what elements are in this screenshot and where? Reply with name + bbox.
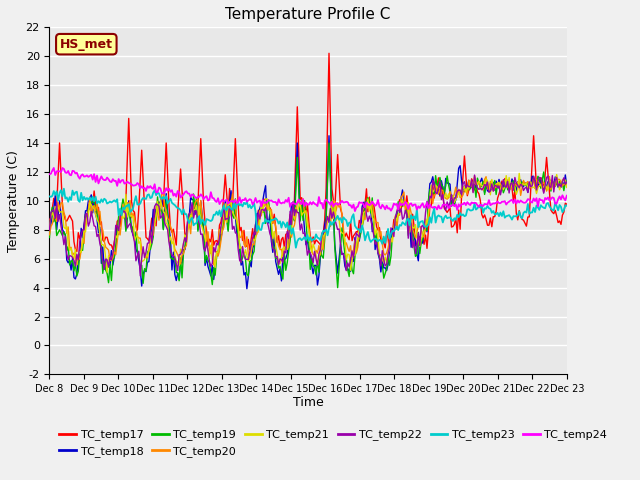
TC_temp23: [218, 207, 226, 213]
TC_temp22: [537, 175, 545, 181]
TC_temp24: [201, 194, 209, 200]
TC_temp17: [227, 204, 235, 210]
Line: TC_temp20: TC_temp20: [49, 176, 567, 266]
TC_temp22: [470, 172, 478, 178]
TC_temp24: [111, 178, 118, 184]
TC_temp24: [218, 197, 226, 203]
Y-axis label: Temperature (C): Temperature (C): [7, 150, 20, 252]
TC_temp21: [111, 243, 118, 249]
TC_temp19: [109, 256, 116, 262]
TC_temp21: [201, 236, 209, 241]
TC_temp23: [273, 217, 281, 223]
TC_temp23: [563, 203, 571, 209]
TC_temp18: [325, 133, 333, 139]
TC_temp18: [273, 265, 281, 271]
TC_temp21: [218, 220, 226, 226]
TC_temp20: [470, 173, 478, 179]
TC_temp17: [537, 175, 545, 181]
TC_temp23: [45, 193, 53, 199]
TC_temp20: [218, 228, 226, 234]
TC_temp19: [45, 235, 53, 240]
Line: TC_temp21: TC_temp21: [49, 173, 567, 272]
Line: TC_temp24: TC_temp24: [49, 168, 567, 211]
TC_temp23: [227, 206, 235, 212]
TC_temp19: [272, 256, 280, 262]
TC_temp17: [45, 217, 53, 223]
TC_temp24: [45, 171, 53, 177]
TC_temp19: [325, 140, 333, 146]
TC_temp21: [45, 224, 53, 229]
TC_temp20: [563, 183, 571, 189]
TC_temp24: [273, 202, 281, 208]
TC_temp17: [218, 210, 226, 216]
TC_temp22: [45, 227, 53, 233]
TC_temp22: [136, 273, 144, 279]
TC_temp23: [60, 186, 68, 192]
Line: TC_temp17: TC_temp17: [49, 53, 567, 252]
TC_temp20: [273, 236, 281, 241]
TC_temp17: [273, 240, 281, 245]
Line: TC_temp23: TC_temp23: [49, 189, 567, 248]
TC_temp18: [243, 286, 251, 291]
TC_temp19: [226, 206, 234, 212]
TC_temp24: [227, 198, 235, 204]
TC_temp18: [45, 222, 53, 228]
TC_temp17: [201, 220, 209, 226]
TC_temp17: [111, 239, 118, 244]
TC_temp24: [351, 208, 359, 214]
TC_temp23: [292, 245, 300, 251]
TC_temp18: [226, 199, 234, 204]
TC_temp18: [200, 227, 207, 233]
TC_temp18: [217, 236, 225, 241]
TC_temp17: [563, 201, 571, 207]
TC_temp21: [227, 198, 235, 204]
TC_temp24: [537, 197, 545, 203]
TC_temp19: [200, 228, 207, 234]
X-axis label: Time: Time: [292, 396, 323, 408]
TC_temp20: [109, 255, 116, 261]
TC_temp22: [273, 253, 281, 259]
TC_temp21: [273, 251, 281, 256]
TC_temp17: [73, 249, 81, 254]
TC_temp19: [334, 285, 342, 290]
TC_temp22: [227, 207, 235, 213]
TC_temp23: [537, 203, 545, 208]
Legend: TC_temp17, TC_temp18, TC_temp19, TC_temp20, TC_temp21, TC_temp22, TC_temp23, TC_: TC_temp17, TC_temp18, TC_temp19, TC_temp…: [55, 425, 612, 461]
TC_temp18: [109, 262, 116, 268]
TC_temp20: [200, 219, 207, 225]
TC_temp24: [563, 193, 571, 199]
TC_temp23: [111, 197, 118, 203]
TC_temp24: [50, 165, 58, 171]
TC_temp18: [563, 183, 571, 189]
TC_temp19: [217, 224, 225, 230]
TC_temp22: [563, 179, 571, 185]
Text: HS_met: HS_met: [60, 38, 113, 51]
TC_temp21: [103, 269, 111, 275]
TC_temp19: [563, 178, 571, 184]
TC_temp17: [325, 50, 333, 56]
Line: TC_temp22: TC_temp22: [49, 175, 567, 276]
Line: TC_temp19: TC_temp19: [49, 143, 567, 288]
TC_temp21: [515, 170, 523, 176]
TC_temp21: [563, 184, 571, 190]
TC_temp20: [227, 200, 235, 206]
TC_temp23: [201, 222, 209, 228]
TC_temp22: [218, 214, 226, 220]
TC_temp21: [537, 182, 545, 188]
TC_temp19: [537, 185, 545, 191]
TC_temp22: [201, 248, 209, 254]
TC_temp20: [45, 232, 53, 238]
Title: Temperature Profile C: Temperature Profile C: [225, 7, 391, 22]
TC_temp18: [537, 178, 545, 183]
Line: TC_temp18: TC_temp18: [49, 136, 567, 288]
TC_temp20: [537, 183, 545, 189]
TC_temp20: [211, 263, 219, 269]
TC_temp22: [109, 251, 116, 256]
